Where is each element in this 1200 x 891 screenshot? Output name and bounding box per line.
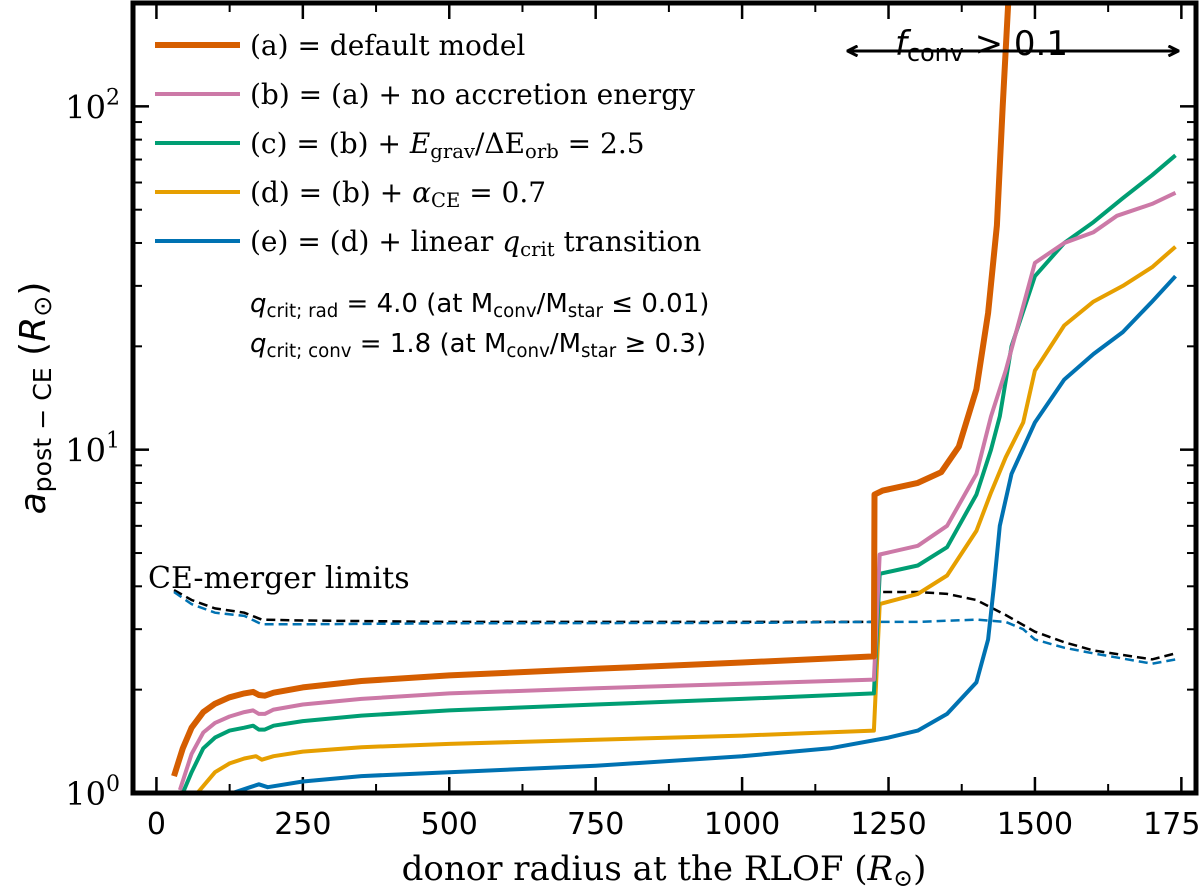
- legend-label-d: (d) = (b) + αCE = 0.7: [250, 176, 546, 212]
- legend-label-b: (b) = (a) + no accretion energy: [250, 78, 695, 111]
- x-tick-label: 750: [567, 807, 624, 842]
- x-axis-label: donor radius at the RLOF (R⊙): [402, 849, 927, 891]
- ce-merger-limit-lines: [173, 589, 1176, 665]
- qcrit-conv-annotation: qcrit; conv = 1.8 (at Mconv/Mstar ≥ 0.3): [250, 329, 706, 362]
- tick-marks: 0 250 500 750 1000 1250 1500 1750 100 101 102: [65, 2, 1200, 842]
- limit-line-limit_alt: [173, 590, 1176, 665]
- legend-label-a: (a) = default model: [250, 29, 525, 62]
- legend-label-c: (c) = (b) + Egrav/ΔEorb = 2.5: [250, 127, 645, 163]
- x-tick-label: 1500: [997, 807, 1073, 842]
- ce-merger-limits-label: CE-merger limits: [148, 561, 410, 596]
- x-tick-label: 500: [421, 807, 478, 842]
- annotations: fconv > 0.1 CE-merger limits qcrit; rad = …: [148, 24, 1178, 596]
- series-line-c: [180, 153, 1177, 793]
- plot-frame: [130, 0, 1199, 796]
- series-line-a: [171, 3, 1012, 778]
- axis-labels: donor radius at the RLOF (R⊙) apost − CE …: [13, 282, 926, 891]
- x-tick-label: 1250: [850, 807, 926, 842]
- y-tick-label: 101: [65, 429, 120, 470]
- y-tick-label: 102: [65, 85, 120, 126]
- legend-label-e: (e) = (d) + linear qcrit transition: [250, 225, 701, 261]
- series-line-b: [177, 190, 1177, 791]
- x-tick-label: 1750: [1143, 807, 1200, 842]
- x-tick-label: 250: [274, 807, 331, 842]
- qcrit-rad-annotation: qcrit; rad = 4.0 (at Mconv/Mstar ≤ 0.01): [250, 289, 709, 322]
- data-series-lines: [171, 3, 1177, 793]
- x-tick-label: 0: [147, 807, 166, 842]
- series-line-e: [231, 274, 1177, 793]
- fconv-label: fconv > 0.1: [895, 24, 1068, 67]
- y-tick-label: 100: [65, 772, 120, 813]
- legend: (a) = default model (b) = (a) + no accret…: [155, 29, 701, 261]
- y-axis-label: apost − CE (R⊙): [13, 282, 57, 515]
- x-tick-label: 1000: [704, 807, 780, 842]
